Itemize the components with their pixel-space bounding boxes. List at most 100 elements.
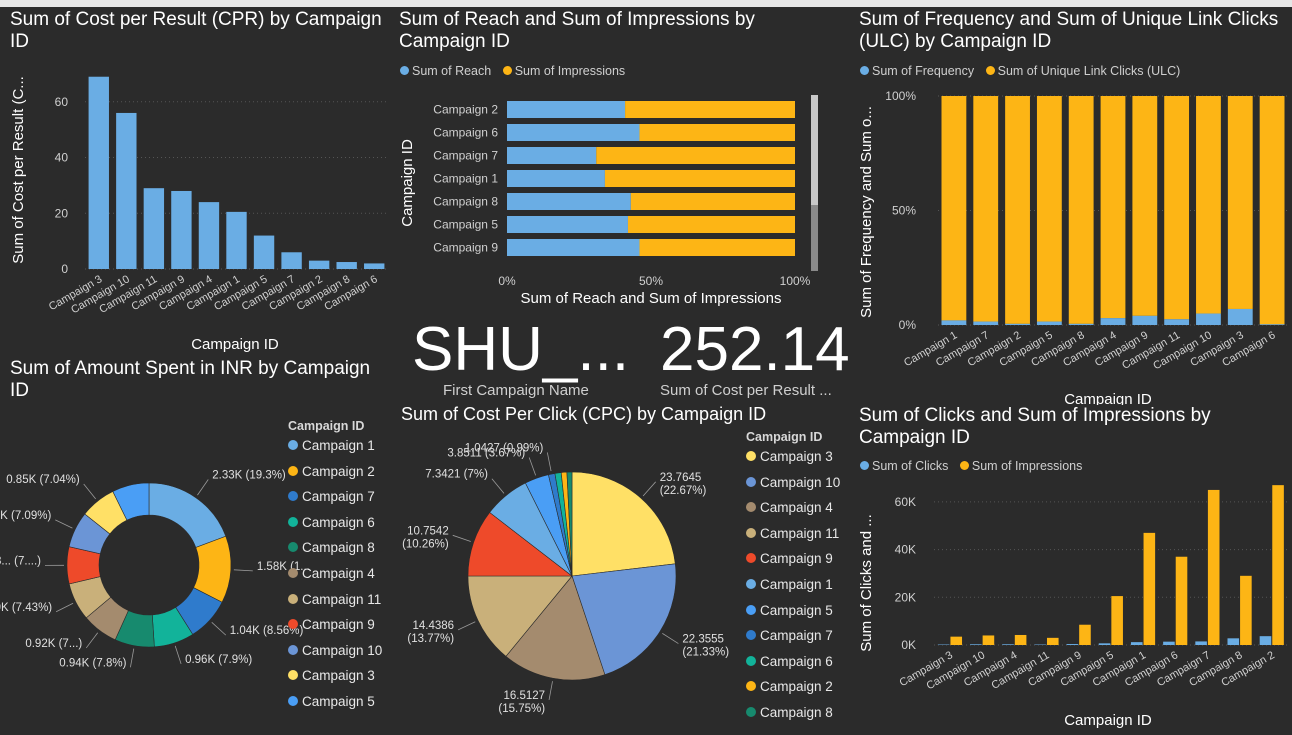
bar-impressions-campaign-1 bbox=[604, 170, 795, 187]
legend-item-campaign-6[interactable]: Campaign 6 bbox=[288, 515, 382, 541]
legend-item-campaign-11[interactable]: Campaign 11 bbox=[746, 526, 840, 552]
legend-item-clicks[interactable]: Sum of Clicks bbox=[860, 459, 948, 473]
legend-item-impressions[interactable]: Sum of Impressions bbox=[502, 64, 625, 78]
leader-line bbox=[642, 481, 656, 497]
legend-item-campaign-1[interactable]: Campaign 1 bbox=[288, 438, 382, 464]
leader-line bbox=[452, 534, 471, 542]
legend-item-campaign-3[interactable]: Campaign 3 bbox=[746, 449, 840, 475]
legend-item-campaign-8[interactable]: Campaign 8 bbox=[288, 540, 382, 566]
legend-item-campaign-6[interactable]: Campaign 6 bbox=[746, 654, 840, 680]
data-label: 3.8511 (3.67%) bbox=[447, 447, 525, 459]
legend-label: Campaign 8 bbox=[760, 704, 833, 720]
data-label: 0.9K (7.43%) bbox=[0, 602, 52, 614]
leader-line bbox=[548, 681, 553, 700]
cpr-chart-panel[interactable]: Sum of Cost per Result (CPR) by Campaign… bbox=[0, 0, 395, 355]
legend-item-frequency[interactable]: Sum of Frequency bbox=[860, 64, 974, 78]
legend-swatch-blue bbox=[860, 461, 869, 470]
y-axis-title: Sum of Clicks and ... bbox=[858, 514, 875, 652]
cpr-total-label: Sum of Cost per Result ... bbox=[660, 382, 832, 399]
legend-label: Campaign 9 bbox=[302, 617, 375, 633]
x-tick-label: 0% bbox=[498, 274, 516, 288]
data-label: 0.96K (7.9%) bbox=[185, 654, 252, 666]
y-axis-title: Sum of Frequency and Sum o... bbox=[858, 106, 875, 318]
legend-swatch bbox=[746, 502, 756, 513]
bar-clicks-campaign-9 bbox=[1066, 644, 1079, 645]
bar-ulc-campaign-5 bbox=[1036, 96, 1062, 322]
reach-chart-legend: Sum of Reach Sum of Impressions bbox=[400, 64, 633, 78]
cpc-chart-svg: 23.7645 (22.67%) 22.3555 (21.33%) 16.5127 (15… bbox=[402, 442, 729, 714]
spent-chart-title: Sum of Amount Spent in INR by Campaign I… bbox=[10, 358, 371, 401]
clicks-chart-panel[interactable]: Sum of Clicks and Sum of Impressions by … bbox=[850, 405, 1292, 735]
cpc-chart-title: Sum of Cost Per Click (CPC) by Campaign … bbox=[401, 404, 767, 424]
bar-frequency-campaign-1 bbox=[941, 320, 967, 325]
data-label: 22.3555 (21.33%) bbox=[682, 634, 729, 659]
legend-swatch-blue bbox=[400, 66, 409, 75]
bar-clicks-campaign-2 bbox=[1259, 636, 1272, 645]
bar-ulc-campaign-10 bbox=[1196, 96, 1221, 314]
x-tick-label: 50% bbox=[639, 274, 663, 288]
x-axis-title: Campaign ID bbox=[191, 336, 279, 353]
bar-impressions-campaign-5 bbox=[1111, 596, 1123, 645]
bar-impressions-campaign-7 bbox=[1207, 489, 1220, 645]
legend-item-campaign-4[interactable]: Campaign 4 bbox=[746, 500, 840, 526]
spent-legend-title: Campaign ID bbox=[288, 419, 365, 433]
y-tick-label: 0% bbox=[899, 318, 917, 332]
legend-swatch bbox=[288, 567, 298, 578]
bar-clicks-campaign-6 bbox=[1163, 641, 1175, 645]
reach-chart-title: Sum of Reach and Sum of Impressions by C… bbox=[399, 9, 755, 52]
cpc-chart-panel[interactable]: Sum of Cost Per Click (CPC) by Campaign … bbox=[395, 402, 850, 735]
y-tick-label: 40K bbox=[895, 543, 916, 557]
bar-ulc-campaign-3 bbox=[1227, 96, 1253, 309]
data-label: 1.0427 (0.99%) bbox=[465, 442, 544, 454]
y-tick-label: Campaign 5 bbox=[433, 218, 498, 232]
legend-item-campaign-7[interactable]: Campaign 7 bbox=[288, 489, 382, 515]
legend-item-reach[interactable]: Sum of Reach bbox=[400, 64, 491, 78]
legend-item-campaign-4[interactable]: Campaign 4 bbox=[288, 566, 382, 592]
y-tick-label: 20 bbox=[55, 206, 69, 220]
bar-frequency-campaign-5 bbox=[1036, 321, 1062, 325]
freq-chart-panel[interactable]: Sum of Frequency and Sum of Unique Link … bbox=[850, 0, 1292, 405]
bar-campaign-6 bbox=[364, 263, 385, 269]
reach-chart-svg: Campaign 2 Campaign 6 Campaign 7 Campaign 1… bbox=[399, 95, 818, 307]
first-campaign-card[interactable]: SHU_... First Campaign Name bbox=[400, 312, 650, 402]
bar-frequency-campaign-11 bbox=[1164, 319, 1190, 325]
legend-item-campaign-11[interactable]: Campaign 11 bbox=[288, 592, 382, 618]
leader-line bbox=[528, 457, 537, 476]
legend-item-campaign-10[interactable]: Campaign 10 bbox=[288, 643, 382, 669]
legend-label: Campaign 10 bbox=[302, 642, 383, 658]
legend-item-campaign-9[interactable]: Campaign 9 bbox=[746, 551, 840, 577]
legend-item-campaign-5[interactable]: Campaign 5 bbox=[746, 603, 840, 629]
bar-reach-campaign-5 bbox=[507, 216, 628, 233]
cpr-total-value: 252.14 bbox=[660, 315, 850, 384]
bar-ulc-campaign-4 bbox=[1100, 96, 1126, 319]
legend-label: Campaign 2 bbox=[302, 463, 375, 479]
legend-item-campaign-2[interactable]: Campaign 2 bbox=[746, 679, 840, 705]
bar-impressions-campaign-10 bbox=[982, 635, 995, 645]
legend-item-campaign-3[interactable]: Campaign 3 bbox=[288, 668, 382, 694]
clicks-chart-title: Sum of Clicks and Sum of Impressions by … bbox=[859, 405, 1211, 448]
legend-item-campaign-1[interactable]: Campaign 1 bbox=[746, 577, 840, 603]
legend-item-campaign-5[interactable]: Campaign 5 bbox=[288, 694, 382, 720]
legend-item-campaign-2[interactable]: Campaign 2 bbox=[288, 464, 382, 490]
x-axis-title: Campaign ID bbox=[1064, 712, 1152, 729]
bar-clicks-campaign-10 bbox=[970, 644, 982, 645]
bar-frequency-campaign-4 bbox=[1100, 318, 1126, 325]
legend-label: Sum of Unique Link Clicks (ULC) bbox=[997, 64, 1181, 78]
legend-item-campaign-7[interactable]: Campaign 7 bbox=[746, 628, 840, 654]
leader-line bbox=[85, 632, 99, 649]
legend-item-campaign-9[interactable]: Campaign 9 bbox=[288, 617, 382, 643]
bar-reach-campaign-6 bbox=[507, 124, 640, 141]
data-label: 0.8... (7....) bbox=[0, 555, 41, 567]
legend-item-campaign-10[interactable]: Campaign 10 bbox=[746, 475, 840, 501]
legend-item-ulc[interactable]: Sum of Unique Link Clicks (ULC) bbox=[985, 64, 1181, 78]
spent-chart-panel[interactable]: Sum of Amount Spent in INR by Campaign I… bbox=[0, 355, 395, 735]
legend-item-campaign-8[interactable]: Campaign 8 bbox=[746, 705, 840, 731]
legend-item-impressions[interactable]: Sum of Impressions bbox=[959, 459, 1082, 473]
bar-impressions-campaign-9 bbox=[639, 239, 795, 256]
reach-chart-panel[interactable]: Sum of Reach and Sum of Impressions by C… bbox=[395, 0, 850, 310]
legend-swatch bbox=[746, 553, 756, 564]
cpr-total-card[interactable]: 252.14 Sum of Cost per Result ... bbox=[650, 312, 850, 402]
y-tick-label: 20K bbox=[895, 590, 916, 604]
legend-label: Campaign 11 bbox=[760, 525, 840, 541]
scrollbar-thumb[interactable] bbox=[811, 95, 818, 205]
